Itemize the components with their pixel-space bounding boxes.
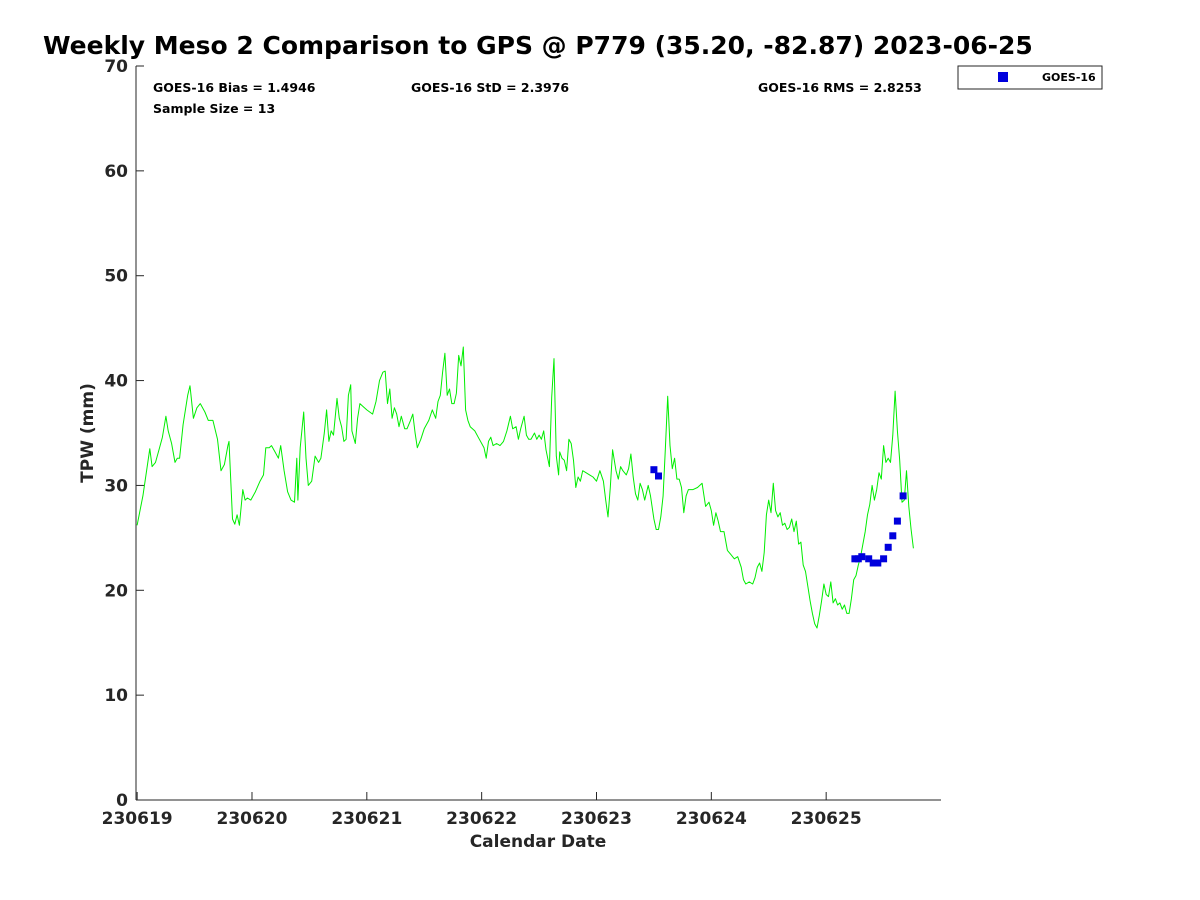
y-tick-label: 60 <box>104 162 128 182</box>
std-stat: GOES-16 StD = 2.3976 <box>411 80 569 95</box>
goes16-point <box>884 543 892 551</box>
stats-annotations: GOES-16 Bias = 1.4946 GOES-16 StD = 2.39… <box>153 80 922 116</box>
y-tick-label: 70 <box>104 57 128 77</box>
y-tick-label: 30 <box>104 476 128 496</box>
x-tick-label: 230623 <box>561 809 632 829</box>
bias-stat: GOES-16 Bias = 1.4946 <box>153 80 316 95</box>
goes16-point <box>858 553 866 561</box>
y-tick-label: 10 <box>104 686 128 706</box>
goes16-point <box>880 555 888 563</box>
y-tick-label: 40 <box>104 372 128 392</box>
x-tick-label: 230619 <box>102 809 173 829</box>
series-layer <box>136 346 914 629</box>
x-tick-label: 230620 <box>216 809 287 829</box>
axes <box>135 66 941 801</box>
x-tick-label: 230622 <box>446 809 517 829</box>
legend-box <box>957 65 1103 90</box>
goes16-point <box>865 555 873 563</box>
legend-label-goes16: GOES-16 <box>1042 71 1096 84</box>
y-tick-label: 20 <box>104 581 128 601</box>
goes16-point <box>893 517 901 525</box>
x-tick-label: 230624 <box>676 809 747 829</box>
goes16-point <box>655 472 662 480</box>
y-tick-label: 50 <box>104 267 128 287</box>
y-ticks: 0 10 20 30 40 50 60 70 <box>104 57 144 811</box>
rms-stat: GOES-16 RMS = 2.8253 <box>758 80 922 95</box>
goes16-point <box>650 466 658 474</box>
x-tick-label: 230625 <box>791 809 862 829</box>
x-axis-label: Calendar Date <box>470 832 607 852</box>
sample-size-stat: Sample Size = 13 <box>153 101 275 116</box>
chart-title: Weekly Meso 2 Comparison to GPS @ P779 (… <box>43 31 1033 60</box>
x-tick-label: 230621 <box>331 809 402 829</box>
y-axis-label: TPW (mm) <box>78 383 98 483</box>
legend: GOES-16 <box>957 65 1103 90</box>
x-ticks: 230619 230620 230621 230622 230623 230624 2306… <box>102 792 862 829</box>
goes16-point <box>899 492 907 500</box>
y-tick-label: 0 <box>116 791 128 811</box>
goes16-point <box>889 532 897 540</box>
series-line-gps <box>136 346 914 629</box>
goes16-point <box>869 559 877 567</box>
legend-marker-goes16 <box>998 72 1008 82</box>
goes16-point <box>874 559 882 567</box>
